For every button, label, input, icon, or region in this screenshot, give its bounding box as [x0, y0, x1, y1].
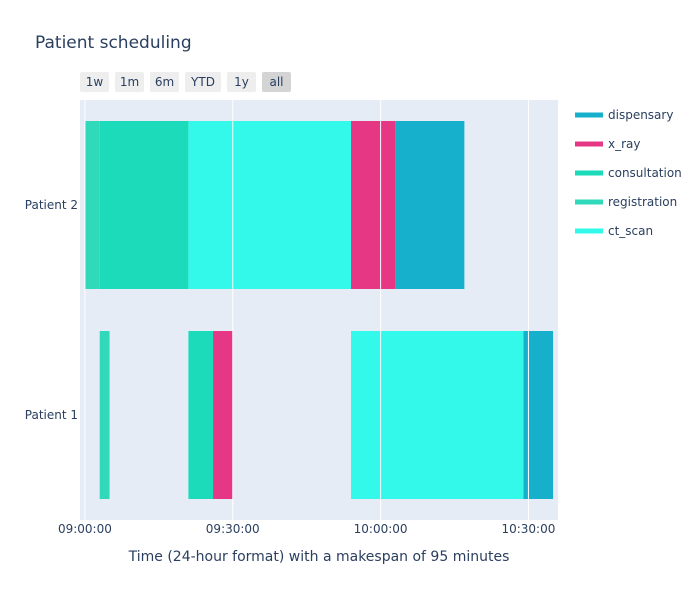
gantt-bar-ct_scan[interactable] [351, 331, 524, 499]
gantt-bar-ct_scan[interactable] [188, 121, 352, 289]
gantt-bar-consultation[interactable] [188, 331, 214, 499]
legend-label-consultation[interactable]: consultation [608, 166, 682, 180]
gantt-bar-consultation[interactable] [99, 121, 189, 289]
chart-title: Patient scheduling [35, 33, 192, 53]
gantt-bar-registration[interactable] [84, 121, 100, 289]
range-button-1m[interactable]: 1m [115, 72, 144, 92]
legend-label-ct_scan[interactable]: ct_scan [608, 224, 653, 238]
x-tick-label: 09:00:00 [58, 522, 112, 536]
range-button-1y[interactable]: 1y [227, 72, 256, 92]
y-tick-label: Patient 1 [25, 408, 78, 422]
gantt-bar-dispensary[interactable] [395, 121, 465, 289]
x-tick-label: 09:30:00 [206, 522, 260, 536]
range-button-1w[interactable]: 1w [80, 72, 109, 92]
legend-label-registration[interactable]: registration [608, 195, 677, 209]
y-tick-label: Patient 2 [25, 198, 78, 212]
x-axis-title: Time (24-hour format) with a makespan of… [128, 549, 510, 565]
range-button-ytd[interactable]: YTD [185, 72, 221, 92]
legend-label-dispensary[interactable]: dispensary [608, 108, 673, 122]
gantt-bar-x_ray[interactable] [213, 331, 233, 499]
range-button-6m[interactable]: 6m [150, 72, 179, 92]
gantt-bar-registration[interactable] [99, 331, 110, 499]
legend: dispensary x_ray consultation registration c… [575, 108, 682, 238]
y-ticks: Patient 1 Patient 2 [25, 198, 78, 422]
x-ticks: 09:00:00 09:30:00 10:00:00 10:30:00 [58, 100, 555, 536]
x-tick-label: 10:00:00 [354, 522, 408, 536]
range-button-all[interactable]: all [262, 72, 291, 92]
gantt-bar-x_ray[interactable] [351, 121, 396, 289]
legend-label-x_ray[interactable]: x_ray [608, 137, 641, 151]
x-tick-label: 10:30:00 [501, 522, 555, 536]
